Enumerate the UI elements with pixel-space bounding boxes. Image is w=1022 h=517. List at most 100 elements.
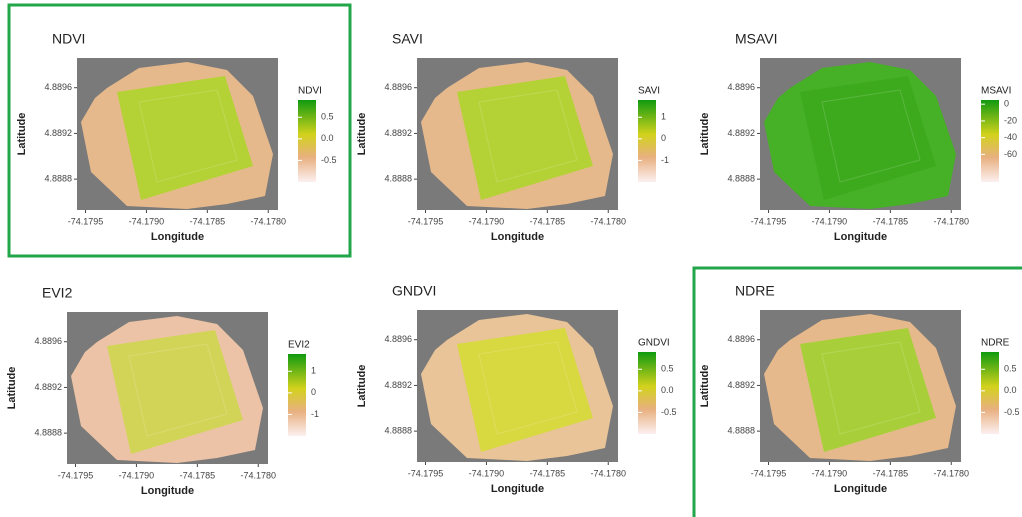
y-tick-label: 4.8892 <box>727 380 755 390</box>
x-tick-label: -74.1795 <box>408 468 444 478</box>
x-tick-label: -74.1795 <box>68 216 104 226</box>
colorbar <box>981 352 999 434</box>
legend-title: GNDVI <box>638 338 670 349</box>
colorbar-tick-label: -0.5 <box>661 407 677 417</box>
chart-title: EVI2 <box>42 285 73 301</box>
colorbar <box>638 100 656 182</box>
y-tick-label: 4.8892 <box>384 380 412 390</box>
colorbar-tick-label: 0 <box>661 133 666 143</box>
chart-title: MSAVI <box>735 31 778 47</box>
legend-title: EVI2 <box>288 340 310 351</box>
field-core <box>138 89 238 183</box>
legend-title: SAVI <box>638 86 660 97</box>
colorbar <box>298 100 316 182</box>
colorbar-tick-label: -1 <box>311 409 319 419</box>
y-tick-label: 4.8896 <box>727 334 755 344</box>
y-axis-label: Latitude <box>16 113 28 156</box>
x-axis-label: Longitude <box>491 231 544 243</box>
field-core <box>821 89 921 183</box>
colorbar <box>638 352 656 434</box>
y-axis-label: Latitude <box>699 113 711 156</box>
x-tick-label: -74.1790 <box>129 216 165 226</box>
y-tick-label: 4.8888 <box>34 428 62 438</box>
x-tick-label: -74.1785 <box>180 470 216 480</box>
colorbar <box>288 354 306 436</box>
colorbar-tick-label: 1 <box>661 112 666 122</box>
y-tick-label: 4.8896 <box>727 82 755 92</box>
colorbar-tick-label: -60 <box>1004 149 1017 159</box>
highlight-box <box>692 266 1022 517</box>
colorbar-tick-label: -20 <box>1004 115 1017 125</box>
colorbar-tick-label: 0 <box>311 387 316 397</box>
colorbar-tick-label: -40 <box>1004 132 1017 142</box>
x-axis-label: Longitude <box>834 483 887 495</box>
colorbar <box>981 100 999 182</box>
x-tick-label: -74.1790 <box>812 468 848 478</box>
y-axis-label: Latitude <box>699 365 711 408</box>
x-tick-label: -74.1790 <box>469 468 505 478</box>
x-tick-label: -74.1785 <box>873 216 909 226</box>
y-tick-label: 4.8888 <box>727 174 755 184</box>
y-tick-label: 4.8896 <box>384 334 412 344</box>
colorbar-tick-label: -0.5 <box>1004 407 1020 417</box>
colorbar-tick-label: 0.0 <box>1004 385 1017 395</box>
x-tick-label: -74.1780 <box>590 216 626 226</box>
x-tick-label: -74.1780 <box>240 470 276 480</box>
x-tick-label: -74.1785 <box>190 216 226 226</box>
colorbar-tick-label: 0.0 <box>661 385 674 395</box>
x-tick-label: -74.1795 <box>408 216 444 226</box>
colorbar-tick-label: 1 <box>311 366 316 376</box>
x-tick-label: -74.1785 <box>530 216 566 226</box>
x-tick-label: -74.1780 <box>933 216 969 226</box>
legend-title: MSAVI <box>981 86 1011 97</box>
x-tick-label: -74.1785 <box>873 468 909 478</box>
y-tick-label: 4.8888 <box>44 174 72 184</box>
x-tick-label: -74.1790 <box>119 470 155 480</box>
colorbar-tick-label: 0.5 <box>661 364 674 374</box>
x-tick-label: -74.1780 <box>590 468 626 478</box>
highlight-box <box>7 3 352 258</box>
colorbar-tick-label: -0.5 <box>321 155 337 165</box>
y-tick-label: 4.8888 <box>384 174 412 184</box>
field-core <box>478 341 578 435</box>
legend-title: NDVI <box>298 86 322 97</box>
x-tick-label: -74.1795 <box>751 216 787 226</box>
field-core <box>478 89 578 183</box>
x-tick-label: -74.1785 <box>530 468 566 478</box>
x-tick-label: -74.1780 <box>250 216 286 226</box>
colorbar-tick-label: 0.5 <box>321 112 334 122</box>
x-axis-label: Longitude <box>141 485 194 497</box>
chart-title: SAVI <box>392 31 423 47</box>
x-tick-label: -74.1790 <box>812 216 848 226</box>
x-tick-label: -74.1780 <box>933 468 969 478</box>
x-axis-label: Longitude <box>834 231 887 243</box>
colorbar-tick-label: 0 <box>1004 99 1009 109</box>
y-tick-label: 4.8888 <box>384 426 412 436</box>
x-tick-label: -74.1790 <box>469 216 505 226</box>
field-core <box>128 343 228 437</box>
y-tick-label: 4.8896 <box>44 82 72 92</box>
x-axis-label: Longitude <box>151 231 204 243</box>
chart-title: NDRE <box>735 283 775 299</box>
x-tick-label: -74.1795 <box>751 468 787 478</box>
y-axis-label: Latitude <box>356 113 368 156</box>
y-tick-label: 4.8892 <box>384 128 412 138</box>
y-tick-label: 4.8896 <box>34 336 62 346</box>
colorbar-tick-label: -1 <box>661 155 669 165</box>
colorbar-tick-label: 0.0 <box>321 133 334 143</box>
chart-title: NDVI <box>52 31 85 47</box>
chart-title: GNDVI <box>392 283 436 299</box>
x-axis-label: Longitude <box>491 483 544 495</box>
colorbar-tick-label: 0.5 <box>1004 364 1017 374</box>
y-tick-label: 4.8892 <box>34 382 62 392</box>
y-axis-label: Latitude <box>6 367 18 410</box>
y-tick-label: 4.8896 <box>384 82 412 92</box>
y-tick-label: 4.8892 <box>44 128 72 138</box>
y-tick-label: 4.8888 <box>727 426 755 436</box>
x-tick-label: -74.1795 <box>58 470 94 480</box>
y-axis-label: Latitude <box>356 365 368 408</box>
y-tick-label: 4.8892 <box>727 128 755 138</box>
legend-title: NDRE <box>981 338 1010 349</box>
field-core <box>821 341 921 435</box>
